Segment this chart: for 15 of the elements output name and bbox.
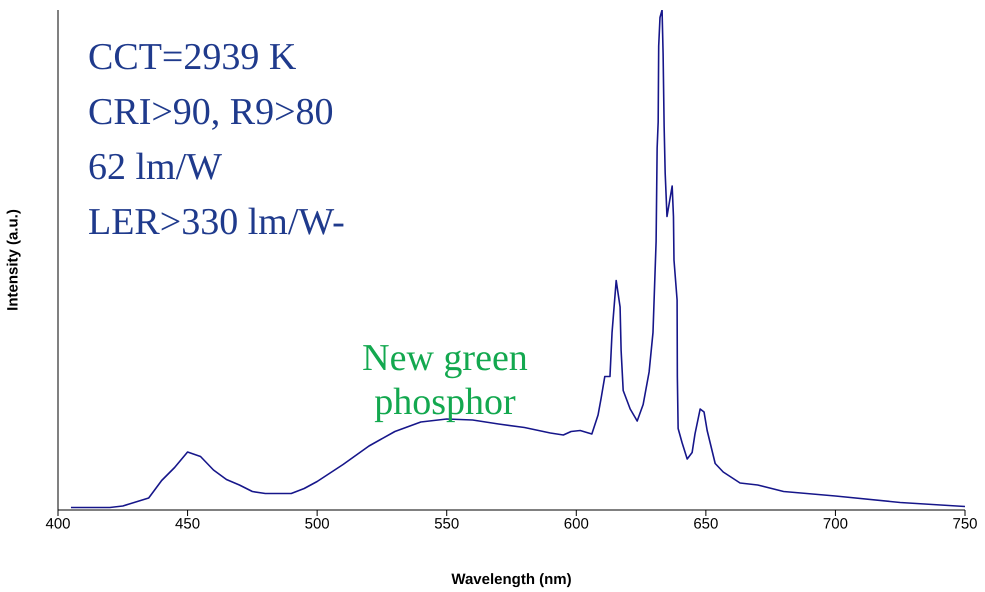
x-tick-label: 550 [434, 516, 460, 533]
annotation: New green phosphor [361, 336, 529, 424]
annotation: CRI>90, R9>80 [88, 90, 335, 135]
annotation: 62 lm/W [88, 145, 224, 190]
x-tick-label: 450 [175, 516, 200, 533]
x-axis-title: Wavelength (nm) [451, 571, 572, 588]
x-tick-label: 650 [693, 516, 718, 533]
x-tick-label: 500 [304, 516, 330, 533]
x-tick-label: 400 [45, 516, 71, 533]
x-tick-label: 700 [822, 516, 848, 533]
x-tick-label: 600 [564, 516, 589, 533]
x-tick-label: 750 [952, 516, 978, 533]
annotation: LER>330 lm/W- [88, 200, 345, 245]
y-axis-title: Intensity (a.u.) [4, 209, 22, 311]
annotation: CCT=2939 K [88, 35, 298, 80]
